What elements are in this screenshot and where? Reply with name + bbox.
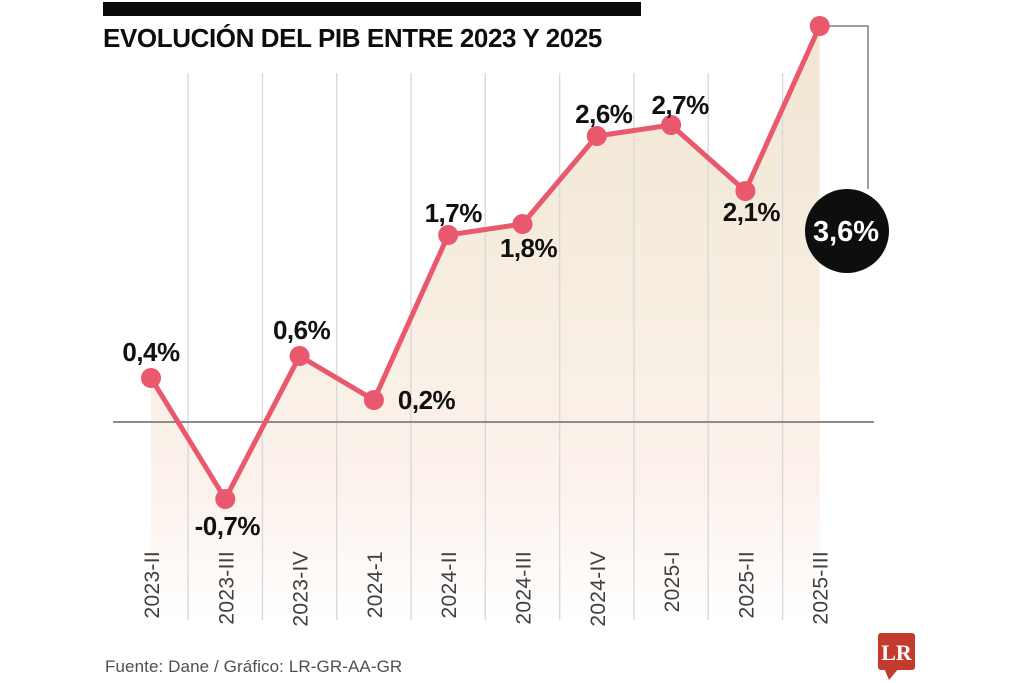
data-point-2025-I (661, 115, 682, 135)
x-tick-label-2025-III: 2025-III (810, 551, 833, 625)
lr-logo-square (878, 633, 915, 670)
data-point-2025-III (809, 16, 830, 36)
lr-logo-tail (884, 668, 899, 680)
source-credit: Fuente: Dane / Gráfico: LR-GR-AA-GR (105, 657, 403, 676)
data-point-2024-IV (586, 126, 607, 146)
x-tick-label-2024-1: 2024-1 (364, 551, 387, 618)
data-point-2023-IV (289, 346, 310, 366)
title-accent-bar (103, 2, 641, 16)
callout-circle (805, 189, 889, 273)
x-tick-label-2024-II: 2024-II (438, 551, 461, 618)
data-point-2024-1 (363, 390, 384, 410)
chart-title: EVOLUCIÓN DEL PIB ENTRE 2023 Y 2025 (103, 23, 602, 53)
data-label-2024-III: 1,8% (500, 233, 558, 263)
data-label-2023-II: 0,4% (122, 337, 180, 367)
data-label-2025-I: 2,7% (651, 90, 709, 120)
x-tick-label-2023-II: 2023-II (141, 551, 164, 618)
trend-line (148, 23, 823, 502)
data-point-2024-III (512, 214, 533, 234)
data-label-2023-IV: 0,6% (273, 315, 331, 345)
x-tick-label-2024-III: 2024-III (513, 551, 536, 625)
callout-connector (819, 25, 869, 189)
data-label-2025-II: 2,1% (723, 197, 781, 227)
x-tick-label-2024-IV: 2024-IV (587, 551, 610, 627)
callout-value: 3,6% (813, 216, 879, 248)
data-point-2024-II (438, 225, 459, 245)
lr-logo: LR (878, 633, 915, 680)
lr-logo-text: LR (881, 640, 913, 665)
x-tick-label-2025-II: 2025-II (735, 551, 758, 618)
data-label-2024-II: 1,7% (425, 198, 483, 228)
data-label-2024-1: 0,2% (398, 385, 456, 415)
data-point-2025-II (735, 181, 756, 201)
data-label-2024-IV: 2,6% (575, 99, 633, 129)
data-point-2023-III (215, 489, 236, 509)
x-tick-label-2023-IV: 2023-IV (290, 551, 313, 627)
x-tick-label-2025-I: 2025-I (661, 551, 684, 612)
x-tick-label-2023-III: 2023-III (215, 551, 238, 625)
data-label-2023-III: -0,7% (195, 511, 261, 541)
data-point-2023-II (141, 368, 161, 388)
